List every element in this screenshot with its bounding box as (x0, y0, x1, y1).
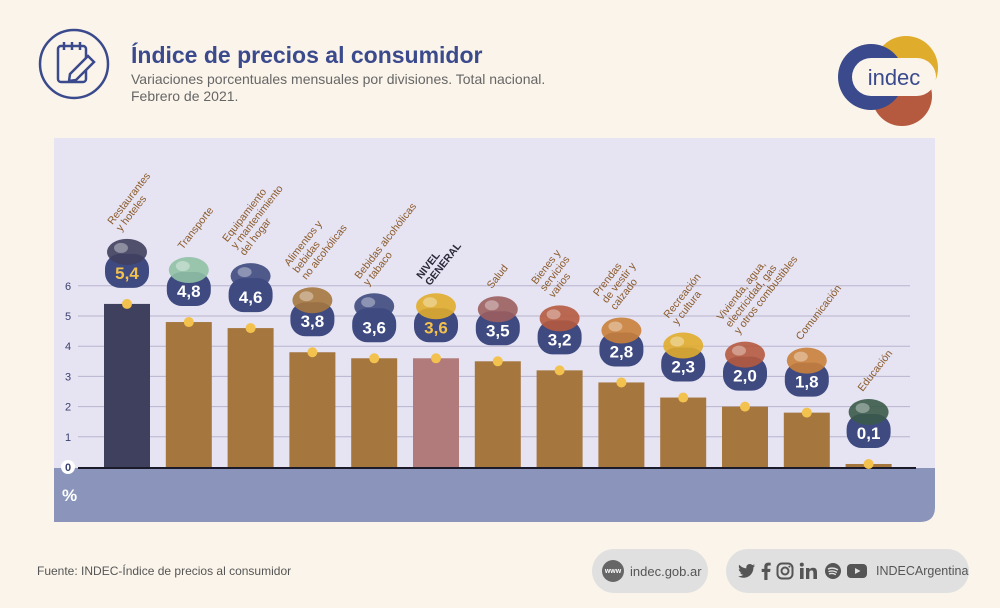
shopping-basket-icon (416, 293, 456, 320)
value-label: 2,3 (671, 358, 695, 377)
bar (783, 412, 830, 467)
facebook-icon[interactable] (761, 561, 771, 581)
social-handle[interactable]: INDECArgentina (876, 564, 969, 578)
value-label: 3,6 (424, 318, 448, 337)
web-icon: www (602, 560, 624, 582)
bar-top-dot (122, 298, 132, 309)
bottles-icon (354, 293, 395, 320)
y-tick-label: 1 (65, 432, 71, 444)
subtitle-line-1: Variaciones porcentuales mensuales por d… (131, 71, 546, 87)
value-label: 0,1 (857, 424, 881, 443)
bar-top-dot (431, 353, 441, 364)
value-label: 3,6 (362, 318, 386, 337)
bus-icon (168, 257, 209, 284)
bar-top-dot (492, 356, 503, 367)
bar (722, 406, 768, 467)
y-tick-label: 5 (65, 311, 71, 323)
spotify-icon[interactable] (824, 561, 842, 581)
bar-top-dot (678, 392, 689, 403)
bar (474, 361, 521, 467)
twitter-icon[interactable] (738, 561, 756, 581)
medical-cross-icon (477, 296, 518, 323)
indec-logo: indec (838, 36, 938, 126)
bar-top-dot (616, 377, 627, 388)
washing-machine-icon (230, 263, 271, 290)
value-label: 3,5 (486, 321, 510, 340)
book-icon (848, 398, 889, 425)
bar-top-dot (801, 407, 812, 418)
theater-icon (663, 332, 704, 359)
value-label: 4,8 (177, 282, 201, 301)
roast-chicken-icon (292, 287, 333, 314)
bar-top-dot (554, 365, 565, 376)
comb-scissors-icon (539, 305, 580, 332)
y-tick-label: 6 (65, 281, 71, 293)
y-axis-unit: % (62, 486, 77, 505)
y-tick-label: 2 (65, 402, 71, 414)
notepad-pencil-icon (38, 28, 110, 100)
value-label: 4,6 (239, 288, 263, 307)
bar (289, 352, 336, 467)
subtitle-line-2: Febrero de 2021. (131, 88, 239, 104)
bar (536, 370, 583, 467)
bar (104, 303, 150, 467)
restaurant-icon (107, 238, 147, 265)
y-tick-label: 0 (65, 462, 71, 474)
social-pill: INDECArgentina (726, 549, 969, 593)
website-link[interactable]: indec.gob.ar (630, 563, 702, 579)
source-note: Fuente: INDEC-Índice de precios al consu… (37, 564, 292, 578)
linkedin-icon[interactable] (799, 561, 819, 581)
bar (165, 322, 212, 467)
bar-top-dot (863, 458, 874, 469)
instagram-icon[interactable] (776, 561, 794, 581)
value-label: 3,2 (548, 330, 572, 349)
bar (351, 358, 398, 467)
y-tick-label: 3 (65, 371, 71, 383)
value-label: 1,8 (795, 373, 819, 392)
bar (598, 382, 645, 467)
value-label: 3,8 (301, 312, 325, 331)
bar (413, 358, 459, 467)
value-label: 5,4 (115, 264, 139, 283)
tshirt-icon (601, 317, 642, 344)
bar (227, 328, 274, 467)
youtube-icon[interactable] (847, 561, 867, 581)
axis-band (54, 468, 935, 522)
bar (660, 397, 707, 467)
bar-top-dot (183, 317, 194, 328)
bar-top-dot (245, 323, 256, 334)
page-subtitle: Variaciones porcentuales mensuales por d… (131, 71, 545, 105)
phone-icon (786, 347, 827, 374)
website-pill[interactable]: www indec.gob.ar (592, 549, 708, 593)
value-label: 2,8 (610, 342, 634, 361)
zero-marker (61, 460, 75, 474)
bar-top-dot (307, 347, 318, 358)
value-label: 2,0 (733, 367, 757, 386)
y-tick-label: 4 (65, 341, 71, 353)
logo-text: indec (868, 65, 921, 90)
bar-top-dot (740, 401, 750, 412)
bar-top-dot (369, 353, 380, 364)
lamp-icon (725, 341, 765, 368)
page-title: Índice de precios al consumidor (131, 42, 483, 68)
